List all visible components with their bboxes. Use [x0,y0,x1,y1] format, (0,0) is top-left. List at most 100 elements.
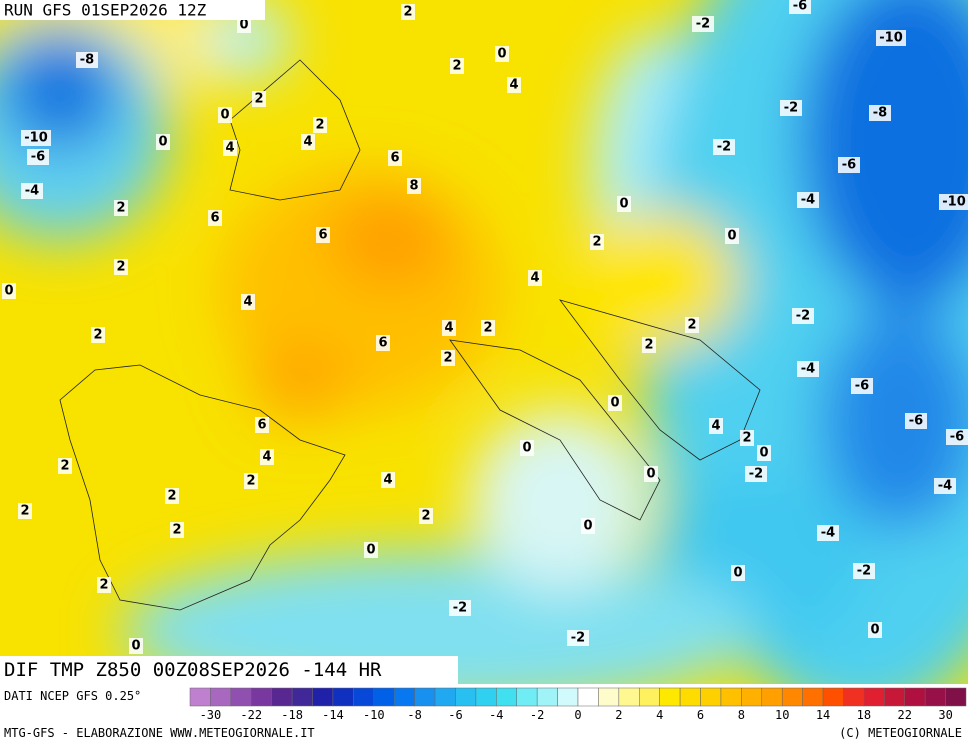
label-bg [218,107,232,123]
title-box [0,656,458,684]
contour-label: 2 [93,328,102,343]
label-bg [388,150,402,166]
color-swatch [496,687,517,707]
label-bg [481,320,495,336]
colorbar-label: 30 [938,708,952,722]
contour-label: 4 [444,321,453,336]
label-bg [608,395,622,411]
label-bg [114,200,128,216]
label-bg [260,449,274,465]
label-bg [21,130,51,146]
color-swatch [863,687,885,707]
label-bg [316,227,330,243]
label-bg [401,4,415,20]
label-bg [905,413,927,429]
map-title: DIF TMP Z850 00Z08SEP2026 -144 HR [4,659,382,681]
label-bg [851,378,873,394]
contour-label: -4 [938,479,952,494]
label-bg [170,522,184,538]
label-bg [567,630,589,646]
contour-label: -2 [796,309,810,324]
colorbar-label: -14 [322,708,344,722]
label-bg [838,157,860,173]
contour-label: 4 [711,419,720,434]
color-swatch [802,687,824,707]
label-bg [740,430,754,446]
contour-label: 0 [610,396,619,411]
contour-label: -2 [453,601,467,616]
contour-label: -6 [855,379,869,394]
contour-label: 4 [530,271,539,286]
color-swatch [761,687,783,707]
color-swatch [741,687,763,707]
color-swatch [822,687,844,707]
label-bg [644,466,658,482]
map-field [0,0,968,684]
label-bg [129,638,143,654]
label-bg [441,350,455,366]
label-bg [590,234,604,250]
colorbar-label: 14 [816,708,830,722]
contour-label: -4 [821,526,835,541]
label-bg [731,565,745,581]
run-label: RUN GFS 01SEP2026 12Z [4,1,207,20]
label-bg [685,317,699,333]
color-swatch [781,687,803,707]
label-bg [223,140,237,156]
label-bg [642,337,656,353]
label-bg [725,228,739,244]
label-bg [709,418,723,434]
credit-right: (C) METEOGIORNALE [839,726,962,740]
contour-label: 0 [4,284,13,299]
label-bg [156,134,170,150]
contour-label: 0 [239,18,248,33]
contour-label: 2 [167,489,176,504]
label-bg [853,563,875,579]
label-bg [495,46,509,62]
header-box [0,0,265,20]
colorbar-label: 2 [615,708,622,722]
label-bg [507,77,521,93]
colorbar-label: 6 [697,708,704,722]
contour-label: -6 [950,430,964,445]
contour-label: 0 [220,108,229,123]
colorbar-label: -10 [363,708,385,722]
color-swatch [332,687,354,707]
label-bg [18,503,32,519]
contour-label: -10 [942,195,966,210]
contour-label: 2 [421,509,430,524]
label-bg [797,192,819,208]
contour-label: 4 [225,141,234,156]
contour-label: 2 [172,523,181,538]
colorbar-label: 10 [775,708,789,722]
color-swatch [210,687,232,707]
label-bg [244,473,258,489]
contour-label: -4 [801,193,815,208]
color-swatch [414,687,436,707]
contour-label: 0 [733,566,742,581]
contour-label: 0 [619,197,628,212]
credit-left: MTG-GFS - ELABORAZIONE WWW.METEOGIORNALE… [4,726,315,740]
colorbar-label: 0 [574,708,581,722]
label-bg [381,472,395,488]
contour-label: -4 [25,184,39,199]
contour-label: 2 [254,92,263,107]
label-bg [757,445,771,461]
color-swatch [639,687,660,707]
contour-label: 4 [243,295,252,310]
contour-label: -10 [24,131,48,146]
contour-label: -10 [879,31,903,46]
contour-label: 0 [158,135,167,150]
contour-label: -2 [696,17,710,32]
contour-label: 0 [646,467,655,482]
source: DATI NCEP GFS 0.25° [4,689,141,703]
label-bg [407,178,421,194]
color-swatch [373,687,395,707]
label-bg [2,283,16,299]
contour-label: 2 [99,578,108,593]
label-bg [780,100,802,116]
label-bg [450,58,464,74]
contour-label: -4 [801,362,815,377]
label-bg [520,440,534,456]
